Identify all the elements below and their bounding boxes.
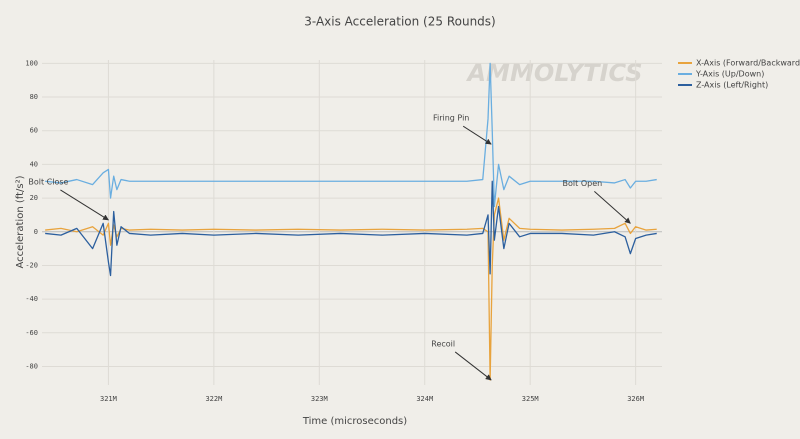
x-tick-label: 322M — [205, 395, 222, 403]
x-tick-label: 325M — [522, 395, 539, 403]
x-tick-label: 326M — [627, 395, 644, 403]
y-tick-label: -80 — [25, 362, 38, 370]
annotation-label: Firing Pin — [433, 114, 469, 123]
annotation-arrow — [60, 189, 109, 221]
x-axis-title: Time (microseconds) — [302, 416, 407, 427]
y-tick-label: -40 — [25, 295, 38, 303]
x-tick-label: 324M — [416, 395, 433, 403]
y-tick-label: 100 — [25, 59, 38, 67]
y-tick-label: 80 — [30, 93, 38, 101]
y-axis-title: Acceleration (ft/s²) — [15, 175, 26, 268]
annotation-label: Bolt Open — [563, 179, 603, 188]
y-tick-label: 20 — [30, 194, 38, 202]
legend-label: Y-Axis (Up/Down) — [695, 70, 764, 79]
legend-label: X-Axis (Forward/Backward) — [696, 59, 800, 68]
x-tick-label: 321M — [100, 395, 117, 403]
annotation-label: Bolt Close — [28, 177, 68, 186]
y-tick-label: 0 — [34, 228, 38, 236]
series-line — [45, 197, 657, 381]
x-tick-label: 323M — [311, 395, 328, 403]
annotation-label: Recoil — [431, 339, 455, 348]
y-tick-label: -60 — [25, 329, 38, 337]
legend-label: Z-Axis (Left/Right) — [696, 81, 768, 90]
annotation-arrow — [454, 351, 492, 381]
annotation-arrow — [462, 125, 492, 145]
series-line — [45, 62, 657, 208]
y-tick-label: -20 — [25, 261, 38, 269]
chart-title: 3-Axis Acceleration (25 Rounds) — [304, 15, 495, 29]
y-tick-label: 40 — [30, 160, 38, 168]
annotation-arrow — [594, 190, 631, 224]
y-tick-label: 60 — [30, 127, 38, 135]
series-line — [45, 180, 657, 277]
